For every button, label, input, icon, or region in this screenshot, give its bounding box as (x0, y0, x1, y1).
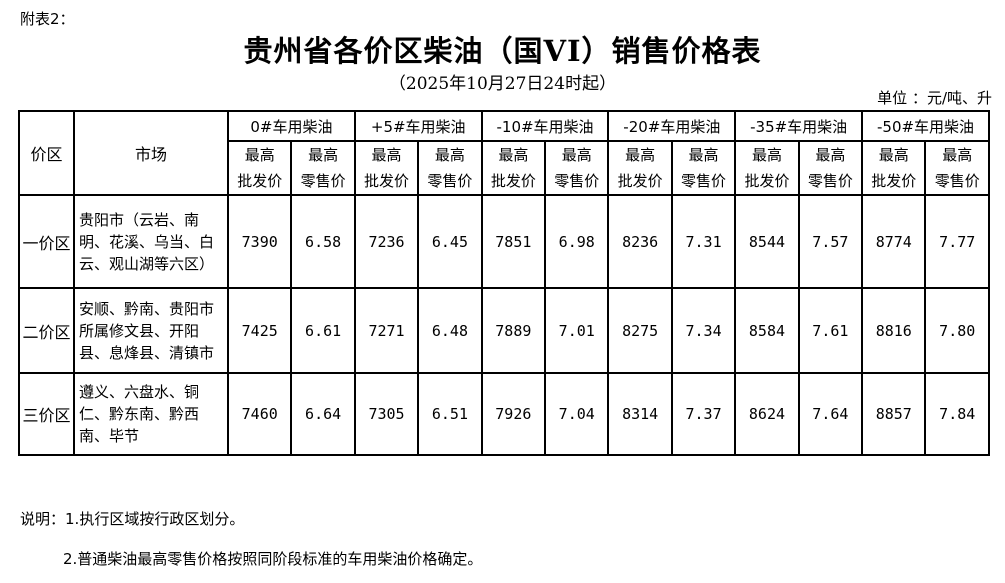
price-row-zone-2: 二价区 安顺、黔南、贵阳市所属修文县、开阳县、息烽县、清镇市 7425 6.61… (18, 287, 990, 374)
note-line-2: 2.普通柴油最高零售价格按照同阶段标准的车用柴油价格确定。 (63, 548, 482, 569)
subheader-retail: 最高 零售价 (670, 140, 737, 196)
note-item-1: 1.执行区域按行政区划分。 (65, 510, 245, 528)
subheader-wholesale: 最高 批发价 (226, 140, 293, 196)
zone-cell: 一价区 (18, 194, 75, 289)
diesel-price-table: 价区 市场 0#车用柴油 +5#车用柴油 -10#车用柴油 -20#车用柴油 -… (18, 110, 990, 456)
market-cell: 安顺、黔南、贵阳市所属修文县、开阳县、息烽县、清镇市 (73, 287, 229, 374)
price-cell: 6.98 (544, 194, 610, 289)
subheader-wholesale: 最高 批发价 (861, 140, 927, 196)
price-cell: 6.64 (290, 372, 356, 456)
price-cell: 6.58 (290, 194, 356, 289)
col-header-fuel-0: 0#车用柴油 (227, 110, 356, 142)
col-header-fuel-2: -10#车用柴油 (480, 110, 610, 142)
subheader-retail: 最高 零售价 (417, 140, 483, 196)
subheader-wholesale: 最高 批发价 (353, 140, 420, 196)
price-cell: 8624 (734, 372, 800, 456)
subheader-wholesale: 最高 批发价 (734, 140, 800, 196)
price-row-zone-3: 三价区 遵义、六盘水、铜仁、黔东南、黔西南、毕节 7460 6.64 7305 … (18, 372, 990, 456)
price-cell: 7.64 (797, 372, 864, 456)
price-cell: 7305 (353, 372, 420, 456)
col-header-fuel-3: -20#车用柴油 (607, 110, 737, 142)
price-cell: 8857 (861, 372, 927, 456)
price-cell: 7.61 (797, 287, 864, 374)
price-cell: 6.61 (290, 287, 356, 374)
subheader-retail: 最高 零售价 (290, 140, 356, 196)
col-header-fuel-4: -35#车用柴油 (734, 110, 864, 142)
subheader-wholesale: 最高 批发价 (480, 140, 547, 196)
header-row-price-kinds: 最高 批发价 最高 零售价 最高 批发价 最高 零售价 最高 批发价 最高 零售… (19, 140, 990, 196)
price-cell: 6.45 (417, 194, 483, 289)
col-header-zone: 价区 (18, 110, 75, 196)
price-cell: 7460 (226, 372, 293, 456)
col-header-fuel-5: -50#车用柴油 (861, 110, 990, 142)
price-cell: 8544 (734, 194, 800, 289)
price-cell: 7271 (353, 287, 420, 374)
subheader-wholesale: 最高 批发价 (607, 140, 673, 196)
col-header-fuel-1: +5#车用柴油 (353, 110, 483, 142)
price-cell: 7851 (480, 194, 547, 289)
price-cell: 6.48 (417, 287, 483, 374)
price-cell: 7236 (353, 194, 420, 289)
header-row-fuel-types: 价区 市场 0#车用柴油 +5#车用柴油 -10#车用柴油 -20#车用柴油 -… (18, 110, 990, 196)
appendix-label: 附表2： (20, 10, 75, 28)
price-cell: 8584 (734, 287, 800, 374)
price-cell: 7.57 (797, 194, 864, 289)
col-header-market: 市场 (73, 110, 229, 196)
market-cell: 贵阳市（云岩、南明、花溪、乌当、白云、观山湖等六区） (73, 194, 229, 289)
zone-cell: 三价区 (18, 372, 75, 456)
price-cell: 7926 (480, 372, 547, 456)
price-cell: 7.04 (544, 372, 610, 456)
note-item-2: 2.普通柴油最高零售价格按照同阶段标准的车用柴油价格确定。 (63, 550, 483, 568)
price-cell: 7.01 (544, 287, 610, 374)
market-cell: 遵义、六盘水、铜仁、黔东南、黔西南、毕节 (73, 372, 229, 456)
note-line-1: 说明：1.执行区域按行政区划分。 (20, 508, 244, 529)
note-prefix: 说明： (20, 510, 66, 528)
price-cell: 7.37 (670, 372, 737, 456)
price-cell: 6.51 (417, 372, 483, 456)
price-cell: 7.77 (924, 194, 990, 289)
price-cell: 8314 (607, 372, 673, 456)
price-cell: 7390 (226, 194, 293, 289)
price-cell: 8774 (861, 194, 927, 289)
price-cell: 7.31 (670, 194, 737, 289)
page-title: 贵州省各价区柴油（国VI）销售价格表 (243, 34, 762, 68)
price-cell: 8816 (861, 287, 927, 374)
unit-label: 单位 ：元/吨、升 (877, 89, 992, 107)
effective-date-subtitle: （2025年10月27日24时起） (388, 74, 617, 94)
price-cell: 7.84 (924, 372, 990, 456)
price-cell: 8275 (607, 287, 673, 374)
price-cell: 7425 (226, 287, 293, 374)
price-cell: 7.80 (924, 287, 990, 374)
subheader-retail: 最高 零售价 (924, 140, 990, 196)
price-cell: 8236 (607, 194, 673, 289)
price-row-zone-1: 一价区 贵阳市（云岩、南明、花溪、乌当、白云、观山湖等六区） 7390 6.58… (18, 194, 990, 289)
subheader-retail: 最高 零售价 (797, 140, 864, 196)
price-cell: 7889 (480, 287, 547, 374)
price-cell: 7.34 (670, 287, 737, 374)
zone-cell: 二价区 (18, 287, 75, 374)
subheader-retail: 最高 零售价 (544, 140, 610, 196)
